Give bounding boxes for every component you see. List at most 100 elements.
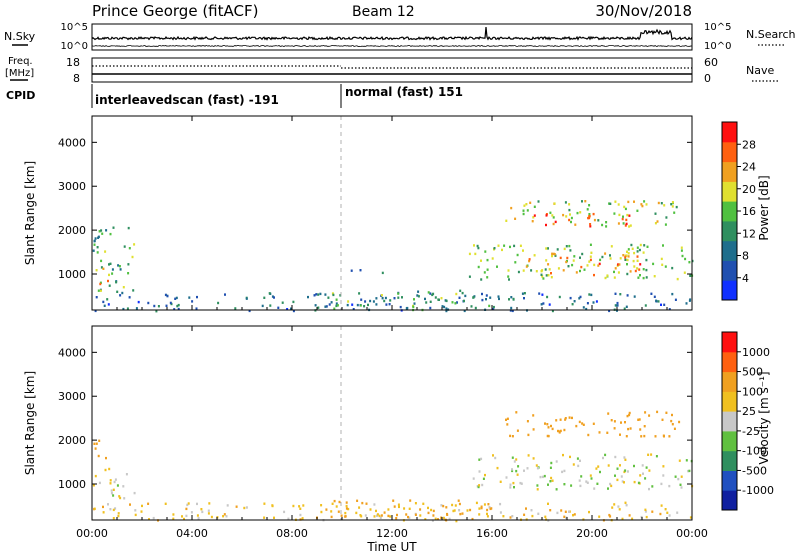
power-colorbar-tick-label: 28	[742, 138, 756, 151]
velocity-cell	[619, 464, 621, 467]
velocity-cell	[550, 424, 552, 428]
velocity-cell	[546, 423, 549, 426]
power-cell	[103, 304, 106, 307]
velocity-cell	[597, 465, 600, 468]
xtick-label: 04:00	[176, 527, 208, 540]
power-cell	[507, 269, 510, 272]
power-cell	[417, 290, 420, 293]
velocity-cell	[517, 465, 520, 468]
power-colorbar-swatch	[722, 161, 737, 182]
power-cell	[128, 296, 131, 299]
power-cell	[626, 263, 628, 266]
velocity-cell	[94, 447, 97, 450]
power-cell	[650, 292, 653, 295]
velocity-cell	[624, 501, 627, 504]
power-cell	[662, 244, 664, 247]
power-cell	[540, 273, 543, 276]
noise-left-tick-bottom: 10^0	[61, 41, 88, 52]
velocity-cell	[639, 474, 642, 477]
velocity-cell	[442, 504, 445, 508]
power-cell	[614, 200, 617, 203]
power-colorbar-tick-label: 20	[742, 183, 756, 196]
velocity-cell	[549, 480, 552, 483]
velocity-cell	[563, 428, 566, 432]
velocity-cell	[563, 483, 566, 486]
power-cell	[501, 248, 503, 252]
velocity-cell	[607, 487, 609, 490]
velocity-cell	[526, 420, 529, 423]
velocity-cell	[98, 439, 101, 442]
velocity-cell	[556, 511, 559, 515]
power-ytick-label: 4000	[58, 136, 86, 149]
velocity-cell	[643, 434, 646, 438]
power-cell	[638, 268, 641, 271]
velocity-cell	[486, 515, 489, 518]
noise-left-label: N.Sky	[4, 30, 36, 43]
power-cell	[551, 214, 554, 217]
power-cell	[393, 297, 396, 300]
velocity-panel-frame	[91, 325, 693, 521]
velocity-cell	[114, 478, 117, 481]
power-cell	[477, 246, 480, 250]
power-cell	[530, 269, 533, 272]
power-cell	[333, 307, 336, 310]
noise-right-tick-bottom: 10^0	[704, 41, 731, 52]
velocity-cell	[407, 515, 409, 519]
power-cell	[656, 220, 659, 223]
velocity-cell	[506, 423, 509, 426]
velocity-cell	[365, 502, 368, 505]
power-cell	[107, 303, 110, 306]
power-cell	[335, 298, 338, 301]
power-cell	[557, 267, 560, 270]
power-cell	[595, 300, 598, 303]
power-cell	[616, 264, 619, 267]
power-cell	[413, 298, 415, 301]
velocity-cell	[621, 517, 624, 521]
velocity-cell	[442, 516, 445, 520]
velocity-cell	[628, 411, 631, 415]
power-cell	[315, 293, 318, 296]
power-cell	[589, 255, 592, 258]
velocity-cell	[345, 501, 348, 504]
power-ytick-label: 3000	[58, 180, 86, 193]
power-cell	[413, 302, 416, 305]
power-cell	[622, 215, 624, 218]
power-cell	[553, 202, 556, 205]
velocity-cell	[674, 475, 677, 478]
power-cell	[290, 307, 292, 310]
velocity-cell	[550, 461, 553, 465]
velocity-cell	[451, 503, 454, 507]
power-cell	[496, 265, 498, 268]
velocity-cell	[472, 477, 475, 480]
power-cell	[99, 282, 102, 286]
power-colorbar-tick-label: 8	[742, 250, 749, 263]
velocity-cell	[466, 509, 469, 512]
power-cell	[636, 267, 639, 270]
power-cell	[639, 274, 641, 277]
velocity-cell	[263, 516, 266, 519]
velocity-cell	[109, 479, 112, 482]
velocity-cell	[114, 507, 117, 510]
power-cell	[597, 264, 600, 267]
power-cell	[174, 297, 177, 300]
power-cell	[325, 305, 328, 308]
velocity-cell	[125, 473, 128, 476]
velocity-cell	[208, 502, 211, 505]
power-y-axis: 1000 2000 3000 4000	[58, 136, 692, 281]
velocity-cell	[593, 487, 596, 490]
power-cell	[96, 246, 99, 249]
velocity-cell	[547, 426, 550, 429]
velocity-cell	[670, 419, 673, 423]
power-cell	[644, 304, 647, 307]
velocity-cell	[445, 506, 448, 509]
power-cell	[425, 301, 428, 304]
power-cell	[406, 306, 409, 310]
power-cell	[489, 296, 492, 299]
power-cell	[463, 299, 465, 303]
velocity-cell	[141, 504, 143, 508]
velocity-cell	[337, 510, 340, 513]
power-cell	[445, 309, 448, 313]
velocity-cell	[660, 504, 663, 507]
velocity-cell	[577, 464, 580, 468]
velocity-cell	[361, 501, 364, 505]
